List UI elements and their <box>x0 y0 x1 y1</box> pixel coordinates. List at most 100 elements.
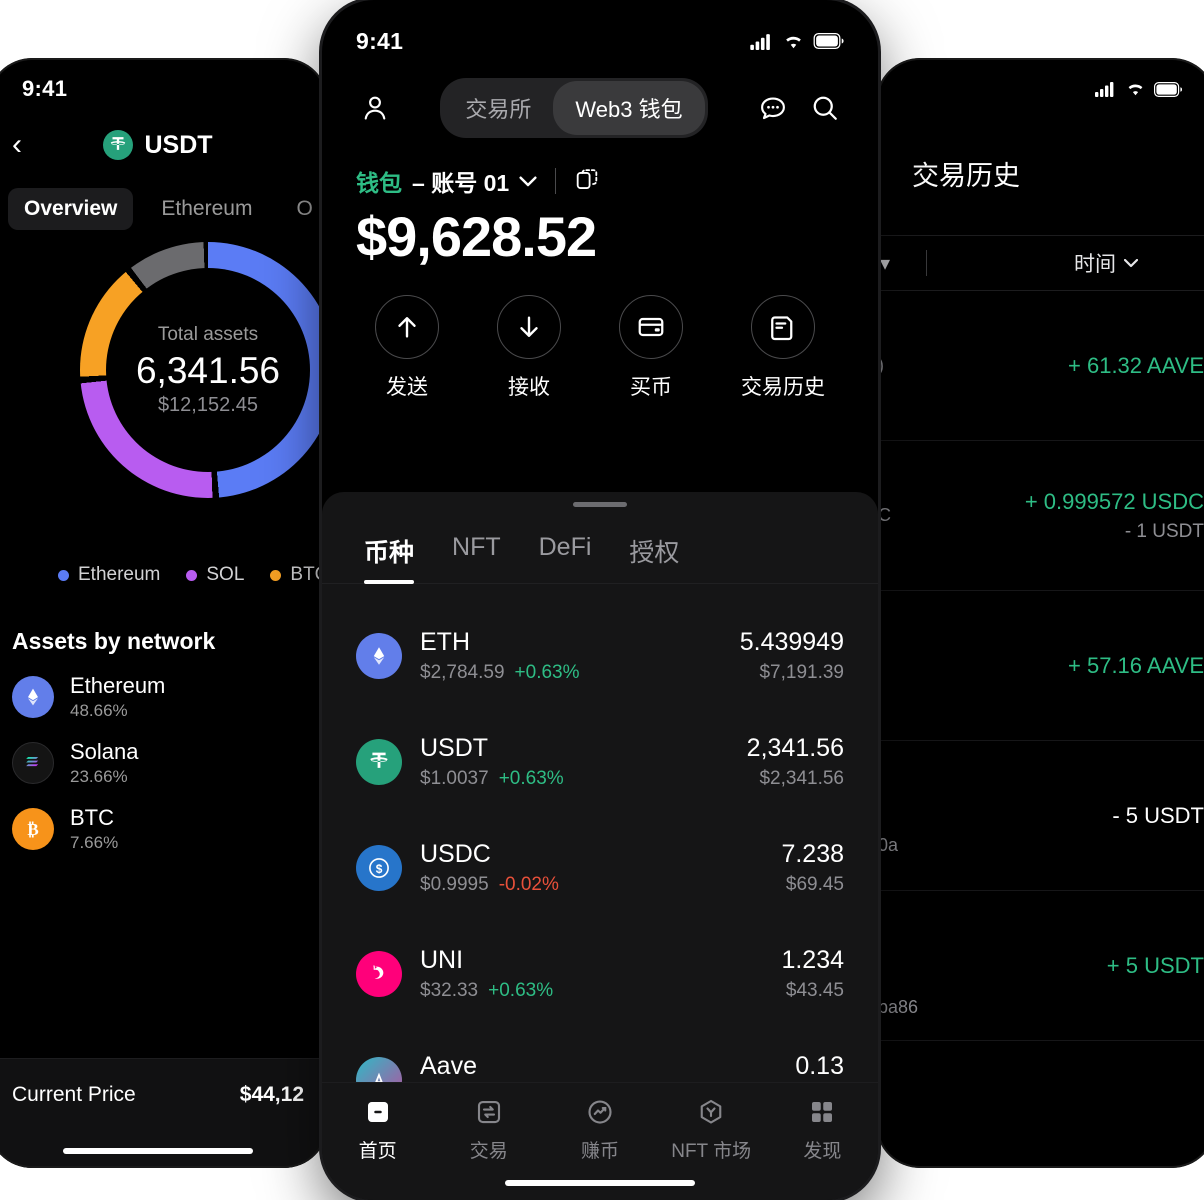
token-change: -0.02% <box>498 874 559 895</box>
mode-switch: 交易所 Web3 钱包 <box>406 78 742 138</box>
usdc-icon: $ <box>356 845 402 891</box>
token-row[interactable]: ETH $2,784.59 +0.63% 5.439949 $7,191.39 <box>322 592 878 698</box>
action-label: 接收 <box>508 376 550 399</box>
transaction-row[interactable]: + 57.16 AAVE <box>876 591 1204 741</box>
right-status-bar <box>876 58 1204 114</box>
token-row[interactable]: USDT $1.0037 +0.63% 2,341.56 $2,341.56 <box>322 698 878 804</box>
chevron-down-icon[interactable] <box>519 175 537 187</box>
segment-web3-wallet[interactable]: Web3 钱包 <box>553 81 705 135</box>
time-filter[interactable]: 时间 <box>1074 248 1138 278</box>
nav-trade[interactable]: 交易 <box>441 1097 537 1163</box>
transaction-row[interactable]: 0a - 5 USDT <box>876 741 1204 891</box>
action-label: 交易历史 <box>741 376 825 399</box>
action-history[interactable]: 交易历史 <box>741 295 825 401</box>
token-change: +0.63% <box>498 768 564 789</box>
transaction-row[interactable]: ba86 + 5 USDT <box>876 891 1204 1041</box>
token-symbol: Aave <box>420 1052 477 1080</box>
left-phone: 9:41 ‹ USDT Overview Ethereum O <box>0 58 328 1168</box>
tab-overview[interactable]: Overview <box>8 188 134 230</box>
nav-label: 交易 <box>469 1141 508 1162</box>
tab-nft[interactable]: NFT <box>452 533 501 561</box>
nav-home[interactable]: 首页 <box>330 1097 426 1163</box>
assets-by-network-heading: Assets by network <box>12 628 216 654</box>
token-balance: 5.439949 <box>739 628 844 656</box>
tab-tokens[interactable]: 币种 <box>364 533 415 584</box>
tether-icon <box>356 739 402 785</box>
transaction-list: ) + 61.32 AAVE C + 0.999572 USDC - 1 USD… <box>876 291 1204 1041</box>
tab-other[interactable]: O <box>296 197 313 220</box>
page-title: USDT <box>0 130 328 160</box>
segmented-control: 交易所 Web3 钱包 <box>440 78 708 138</box>
nav-label: 发现 <box>803 1141 842 1162</box>
network-name: Solana <box>70 739 139 764</box>
transaction-row[interactable]: ) + 61.32 AAVE <box>876 291 1204 441</box>
token-row[interactable]: Aave $10.995 +0.63% 0.13 $502.45 <box>322 1016 878 1082</box>
center-phone: 9:41 交易所 Web3 钱包 <box>322 0 878 1200</box>
total-balance: $9,628.52 <box>356 205 597 268</box>
token-row[interactable]: UNI $32.33 +0.63% 1.234 $43.45 <box>322 910 878 1016</box>
nav-nft-market[interactable]: NFT 市场 <box>663 1097 759 1163</box>
cellular-icon <box>750 33 770 50</box>
transaction-history-title: 交易历史 <box>912 161 1020 191</box>
page-title-text: USDT <box>144 130 213 159</box>
battery-icon <box>1154 81 1182 97</box>
svg-text:$: $ <box>376 862 383 876</box>
token-symbol: ETH <box>420 628 470 656</box>
sheet-drag-handle[interactable] <box>573 502 627 507</box>
wallet-label: 钱包 <box>356 170 402 196</box>
token-row[interactable]: $ USDC $0.9995 -0.02% 7.238 $69.45 <box>322 804 878 910</box>
action-label: 发送 <box>386 376 428 399</box>
center-header: 交易所 Web3 钱包 <box>322 68 878 138</box>
card-icon <box>619 295 683 359</box>
time-filter-label: 时间 <box>1074 253 1116 276</box>
row-fragment: 0a <box>878 835 899 855</box>
token-value: $43.45 <box>785 980 844 1001</box>
transaction-amount: + 0.999572 USDC <box>1024 488 1204 514</box>
network-row[interactable]: ₿ BTC 7.66% <box>0 787 328 853</box>
back-icon[interactable]: ‹ <box>12 128 22 161</box>
network-row[interactable]: Solana 23.66% <box>0 721 328 787</box>
token-price: $0.9995 <box>420 874 489 895</box>
aave-icon <box>356 1057 402 1082</box>
account-selector[interactable]: 钱包 – 账号 01 <box>322 138 878 198</box>
action-receive[interactable]: 接收 <box>497 295 561 401</box>
status-icons <box>750 33 844 50</box>
copy-icon[interactable] <box>574 166 600 197</box>
assets-sheet: 币种 NFT DeFi 授权 ETH $2,784.59 +0.63% <box>322 492 878 1200</box>
action-send[interactable]: 发送 <box>375 295 439 401</box>
tab-approvals[interactable]: 授权 <box>629 539 680 567</box>
legend-item: Ethereum <box>58 564 160 586</box>
transaction-amount: + 57.16 AAVE <box>1068 652 1204 678</box>
search-icon[interactable] <box>804 87 846 129</box>
earn-icon <box>588 1100 612 1124</box>
tab-defi[interactable]: DeFi <box>538 533 592 561</box>
divider <box>555 168 557 194</box>
ethereum-icon <box>356 633 402 679</box>
network-row[interactable]: Ethereum 48.66% <box>0 655 328 721</box>
network-percent: 48.66% <box>70 701 128 720</box>
account-name: – 账号 01 <box>412 170 510 196</box>
legend-label: BTC <box>290 564 328 585</box>
network-name: Ethereum <box>70 673 166 698</box>
center-status-bar: 9:41 <box>322 0 878 68</box>
token-price: $1.0037 <box>420 768 489 789</box>
left-status-bar: 9:41 <box>0 58 328 114</box>
nav-earn[interactable]: 赚币 <box>552 1097 648 1163</box>
wifi-icon <box>786 36 801 48</box>
filter-left-fragment[interactable]: ▾ <box>880 252 891 275</box>
person-icon[interactable] <box>354 87 396 129</box>
segment-exchange[interactable]: 交易所 <box>465 97 532 122</box>
action-buy[interactable]: 买币 <box>619 295 683 401</box>
token-price: $32.33 <box>420 980 479 1001</box>
tab-ethereum[interactable]: Ethereum <box>161 197 253 220</box>
transaction-row[interactable]: C + 0.999572 USDC - 1 USDT <box>876 441 1204 591</box>
chat-bubble-icon[interactable] <box>752 87 794 129</box>
token-symbol: UNI <box>420 946 464 974</box>
arrow-down-icon <box>497 295 561 359</box>
nav-discover[interactable]: 发现 <box>774 1097 870 1163</box>
filter-divider <box>926 250 928 276</box>
donut-label: Total assets <box>157 323 259 345</box>
token-balance: 2,341.56 <box>746 734 844 762</box>
home-indicator <box>63 1148 253 1154</box>
